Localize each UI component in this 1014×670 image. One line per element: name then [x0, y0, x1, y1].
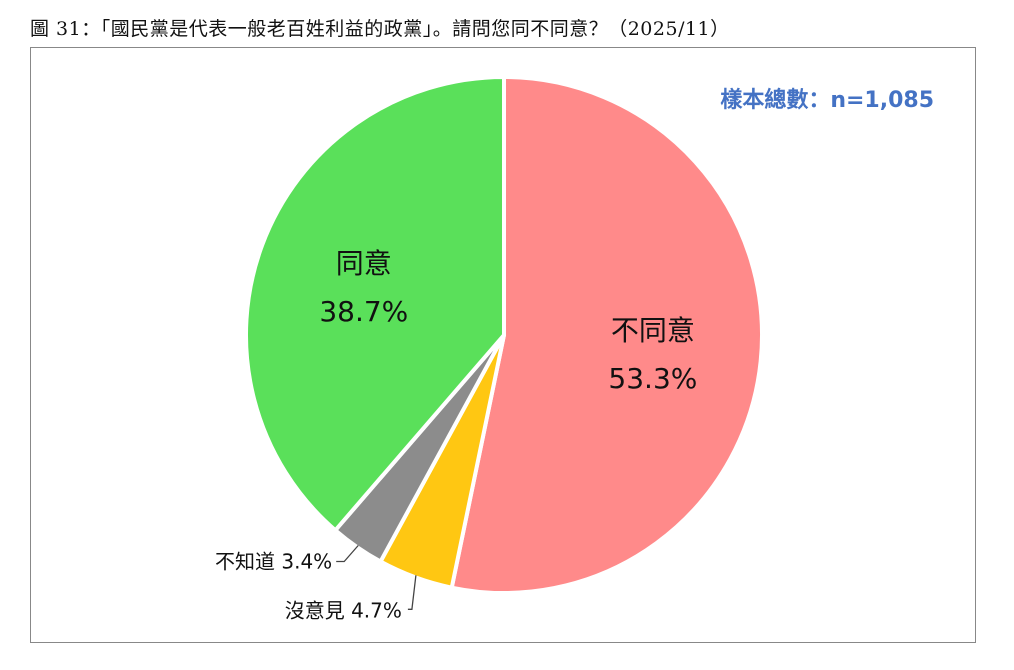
slice-value-3: 38.7% — [319, 295, 408, 328]
sample-size-label: 樣本總數：n=1,085 — [720, 88, 934, 113]
chart-title: 圖 31：「國民黨是代表一般老百姓利益的政黨」。請問您同不同意？（2025/11… — [30, 18, 730, 40]
leader-line-1 — [407, 575, 417, 610]
slice-value-0: 53.3% — [608, 362, 697, 395]
leader-line-2 — [336, 545, 359, 563]
pie-labels: 不同意 53.3% 同意 38.7% 沒意見 4.7% 不知道 3.4% — [215, 247, 697, 623]
pie-slice-0 — [449, 75, 764, 595]
pie-slices — [244, 75, 764, 595]
slice-callout-2: 不知道 3.4% — [215, 550, 332, 574]
pie-slice-3 — [244, 75, 506, 533]
slice-label-0: 不同意 — [611, 314, 695, 347]
chart-frame — [30, 47, 976, 643]
slice-callout-1: 沒意見 4.7% — [285, 598, 402, 622]
slice-label-3: 同意 — [336, 247, 392, 280]
